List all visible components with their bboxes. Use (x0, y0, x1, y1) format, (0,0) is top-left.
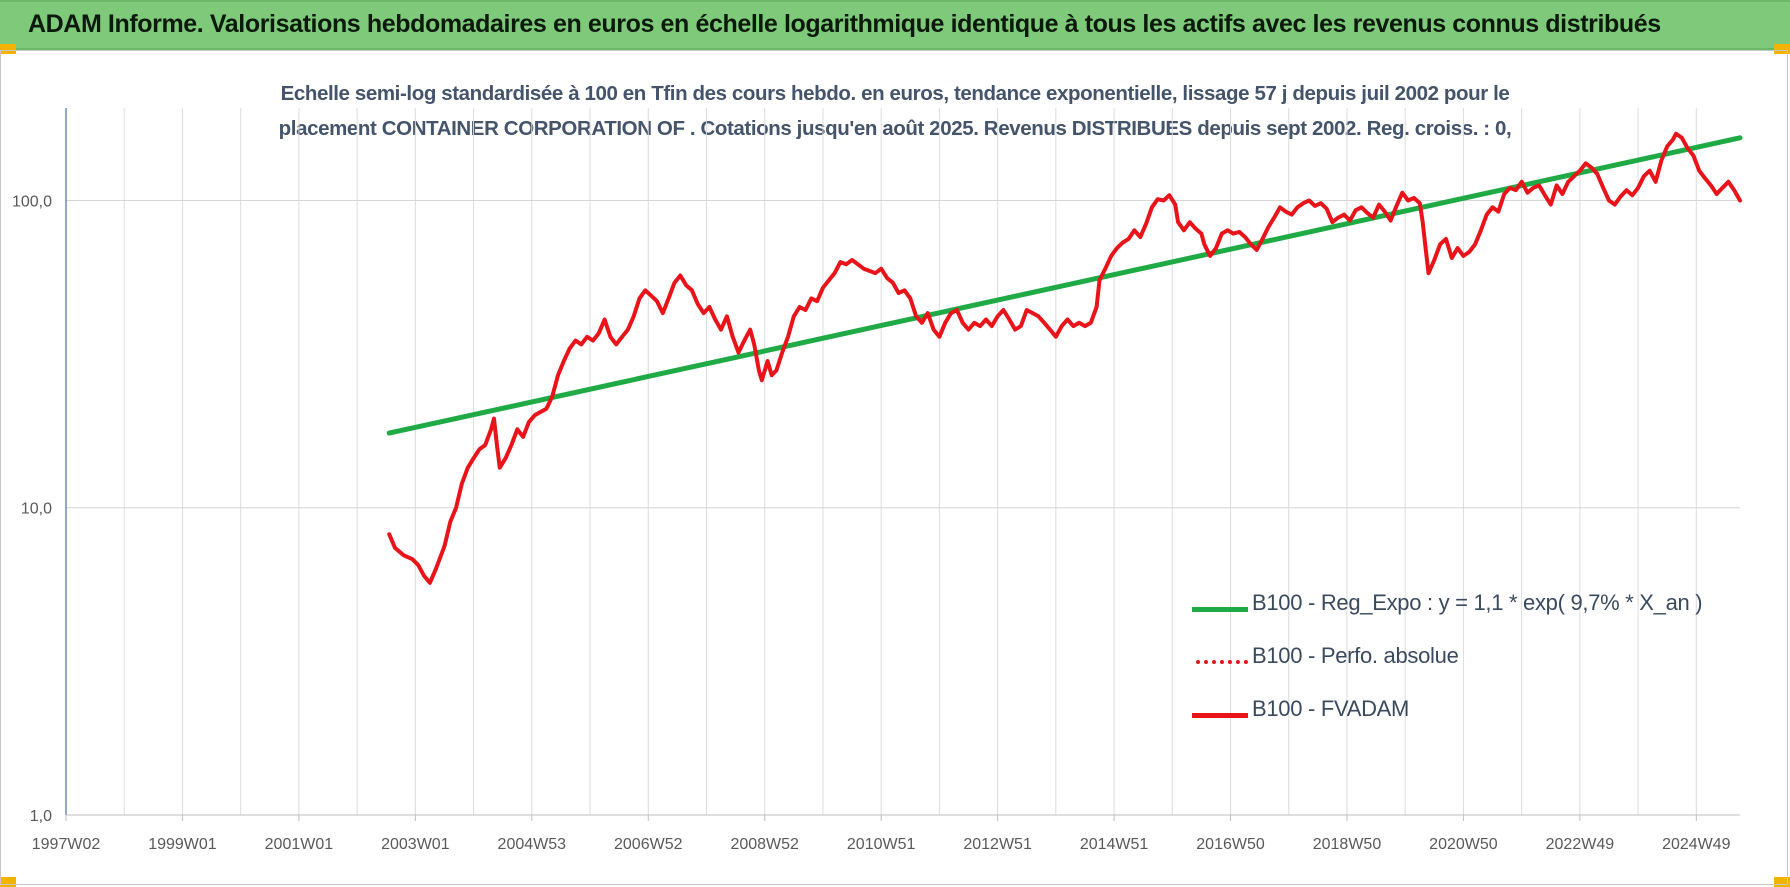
x-tick-label: 2014W51 (1080, 836, 1149, 853)
series-line-trend (386, 135, 1743, 436)
x-tick-label: 2024W49 (1662, 836, 1731, 853)
x-tick-label: 1997W02 (32, 836, 101, 853)
series-layer (386, 131, 1743, 585)
corner-mark-right (1774, 44, 1790, 54)
chart-title-line-1: Echelle semi-log standardisée à 100 en T… (280, 82, 1510, 105)
chart-frame (0, 50, 1788, 885)
report-title: ADAM Informe. Valorisations hebdomadaire… (28, 10, 1661, 38)
corner-mark-bottom-right (1774, 877, 1790, 887)
legend-label-fvadam: B100 - FVADAM (1252, 696, 1410, 721)
y-tick-label: 100,0 (12, 193, 52, 210)
y-tick-label: 10,0 (21, 501, 52, 518)
x-tick-label: 2020W50 (1429, 836, 1498, 853)
legend-label-perfo: B100 - Perfo. absolue (1252, 643, 1459, 668)
x-tick-label: 2010W51 (847, 836, 916, 853)
series-line-fvadam (387, 131, 1742, 585)
x-tick-label: 2012W51 (963, 836, 1032, 853)
y-tick-label: 1,0 (30, 808, 52, 825)
legend-swatch-perfo (1196, 660, 1248, 664)
corner-mark-bottom-left (0, 877, 16, 887)
axis-layer: 1,0 10,0 100,0 1997W02 1999W01 2001W01 2003W01… (12, 108, 1740, 853)
x-tick-label: 2022W49 (1546, 836, 1615, 853)
legend-swatch-fvadam (1192, 713, 1248, 718)
legend-swatch-trend (1192, 607, 1248, 612)
x-tick-label: 2008W52 (730, 836, 799, 853)
report-banner: ADAM Informe. Valorisations hebdomadaire… (0, 0, 1790, 50)
chart-title: Echelle semi-log standardisée à 100 en T… (0, 76, 1790, 146)
chart-title-line-2: placement CONTAINER CORPORATION OF . Cot… (278, 117, 1512, 140)
x-tick-label: 2001W01 (265, 836, 334, 853)
x-tick-label: 2016W50 (1196, 836, 1265, 853)
x-tick-label: 1999W01 (148, 836, 217, 853)
x-tick-label: 2004W53 (498, 836, 567, 853)
corner-mark-left (0, 44, 16, 54)
x-tick-label: 2006W52 (614, 836, 683, 853)
x-tick-label: 2018W50 (1313, 836, 1382, 853)
legend-label-trend: B100 - Reg_Expo : y = 1,1 * exp( 9,7% * … (1252, 590, 1703, 615)
x-tick-label: 2003W01 (381, 836, 450, 853)
